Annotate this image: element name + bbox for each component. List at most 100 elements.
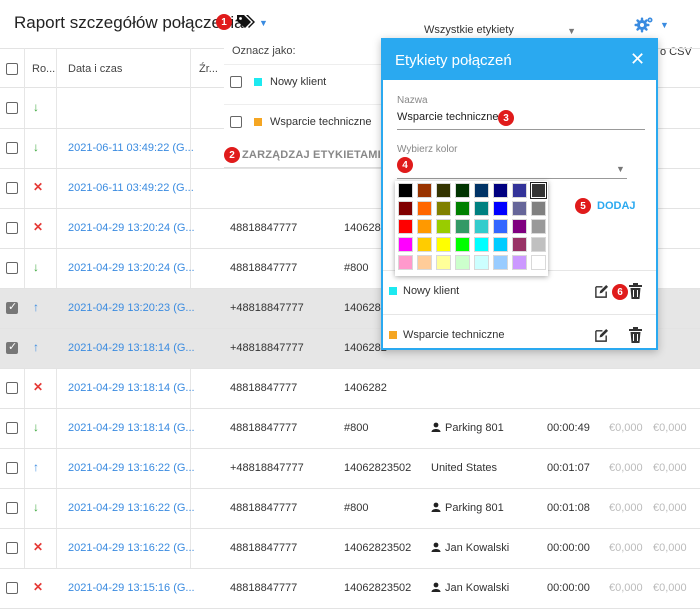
color-swatch-option[interactable] — [436, 237, 451, 252]
color-swatch-option[interactable] — [436, 219, 451, 234]
color-swatch-option[interactable] — [512, 219, 527, 234]
color-swatch-option[interactable] — [474, 255, 489, 270]
row-checkbox[interactable] — [6, 262, 18, 274]
row-datetime[interactable]: 2021-04-29 13:18:14 (G... — [68, 382, 195, 394]
table-row[interactable]: ↑ 2021-04-29 13:16:22 (G... +48818847777 14… — [0, 449, 700, 489]
color-swatch-option[interactable] — [531, 255, 546, 270]
manage-tags-button[interactable]: ZARZĄDZAJ ETYKIETAMI — [242, 149, 381, 161]
color-swatch-option[interactable] — [436, 183, 451, 198]
tag-option-tech-support[interactable]: Wsparcie techniczne — [224, 104, 384, 138]
color-swatch-option[interactable] — [512, 237, 527, 252]
color-swatch-option[interactable] — [455, 255, 470, 270]
row-datetime[interactable]: 2021-04-29 13:20:24 (G... — [68, 262, 195, 274]
color-swatch-option[interactable] — [493, 255, 508, 270]
column-header-direction[interactable]: Ro... — [32, 63, 56, 75]
color-swatch-option[interactable] — [530, 182, 547, 199]
table-row[interactable]: ✕ 2021-04-29 13:18:14 (G... 48818847777 140… — [0, 369, 700, 409]
tag-color-swatch — [389, 331, 397, 339]
color-swatch-option[interactable] — [398, 183, 413, 198]
tag-option-checkbox[interactable] — [230, 116, 242, 128]
tag-name-input[interactable]: Wsparcie techniczne — [397, 111, 499, 123]
table-row[interactable]: ↓ 2021-04-29 13:16:22 (G... 48818847777 #80… — [0, 489, 700, 529]
color-swatch-option[interactable] — [474, 219, 489, 234]
color-swatch-option[interactable] — [417, 219, 432, 234]
row-checkbox[interactable] — [6, 542, 18, 554]
color-swatch-option[interactable] — [493, 183, 508, 198]
color-swatch-option[interactable] — [455, 183, 470, 198]
color-swatch-option[interactable] — [474, 237, 489, 252]
row-checkbox[interactable] — [6, 422, 18, 434]
color-swatch-option[interactable] — [474, 183, 489, 198]
color-swatch-option[interactable] — [493, 219, 508, 234]
row-datetime[interactable]: 2021-04-29 13:15:16 (G... — [68, 582, 195, 594]
column-header-source[interactable]: Źr... — [199, 63, 218, 75]
edit-icon[interactable] — [594, 284, 609, 299]
table-row[interactable]: ✕ 2021-04-29 13:15:16 (G... 48818847777 140… — [0, 569, 700, 609]
color-swatch-option[interactable] — [455, 219, 470, 234]
color-swatch-option[interactable] — [417, 255, 432, 270]
row-checkbox[interactable] — [6, 300, 18, 314]
color-swatch-option[interactable] — [455, 237, 470, 252]
row-checkbox[interactable] — [6, 340, 18, 354]
settings-chevron-icon[interactable]: ▼ — [660, 20, 669, 30]
color-swatch-option[interactable] — [455, 201, 470, 216]
color-swatch-option[interactable] — [436, 201, 451, 216]
tags-icon[interactable] — [236, 14, 256, 30]
row-datetime[interactable]: 2021-04-29 13:20:24 (G... — [68, 222, 195, 234]
row-checkbox[interactable] — [6, 502, 18, 514]
row-checkbox[interactable] — [6, 462, 18, 474]
row-checkbox[interactable] — [6, 142, 18, 154]
row-checkbox[interactable] — [6, 222, 18, 234]
color-swatch-option[interactable] — [474, 201, 489, 216]
table-row[interactable]: ✕ 2021-06-11 03:49:22 (G... — [0, 169, 700, 209]
trash-icon[interactable] — [629, 327, 642, 343]
row-datetime[interactable]: 2021-04-29 13:16:22 (G... — [68, 502, 195, 514]
color-swatch-option[interactable] — [531, 219, 546, 234]
table-row[interactable]: ↓ 2021-04-29 13:20:24 (G... 48818847777 #80… — [0, 249, 700, 289]
row-datetime[interactable]: 2021-04-29 13:18:14 (G... — [68, 342, 195, 354]
color-swatch-option[interactable] — [436, 255, 451, 270]
row-datetime[interactable]: 2021-06-11 03:49:22 (G... — [68, 182, 194, 194]
export-csv-link[interactable]: o CSV — [660, 46, 692, 58]
color-swatch-option[interactable] — [493, 237, 508, 252]
tags-dropdown-chevron-icon[interactable]: ▼ — [259, 18, 268, 28]
color-swatch-option[interactable] — [417, 237, 432, 252]
color-swatch-option[interactable] — [417, 183, 432, 198]
table-row[interactable]: ✕ 2021-04-29 13:16:22 (G... 48818847777 140… — [0, 529, 700, 569]
color-swatch-option[interactable] — [531, 237, 546, 252]
row-checkbox[interactable] — [6, 582, 18, 594]
color-swatch-option[interactable] — [512, 255, 527, 270]
color-swatch-option[interactable] — [398, 201, 413, 216]
table-row[interactable]: ↓ 2021-06-11 03:49:22 (G... — [0, 129, 700, 169]
color-select-chevron-icon[interactable]: ▼ — [616, 164, 625, 174]
table-row[interactable]: ✕ 2021-04-29 13:20:24 (G... 48818847777 140… — [0, 209, 700, 249]
gear-icon[interactable] — [634, 14, 656, 36]
tag-list-item-label: Nowy klient — [403, 285, 460, 297]
trash-icon[interactable] — [629, 283, 642, 299]
color-swatch-option[interactable] — [493, 201, 508, 216]
color-swatch-option[interactable] — [512, 183, 527, 198]
row-datetime[interactable]: 2021-04-29 13:20:23 (G... — [68, 302, 195, 314]
column-header-datetime[interactable]: Data i czas — [68, 63, 123, 75]
tag-option-checkbox[interactable] — [230, 76, 242, 88]
select-all-checkbox[interactable] — [6, 63, 18, 75]
row-datetime[interactable]: 2021-04-29 13:16:22 (G... — [68, 542, 195, 554]
color-swatch-option[interactable] — [531, 201, 546, 216]
table-row[interactable]: ↓ 2021-04-29 13:18:14 (G... 48818847777 #80… — [0, 409, 700, 449]
add-tag-button[interactable]: DODAJ — [597, 200, 636, 212]
color-swatch-option[interactable] — [398, 237, 413, 252]
row-checkbox[interactable] — [6, 382, 18, 394]
tag-option-new-client[interactable]: Nowy klient — [224, 64, 384, 98]
row-datetime[interactable]: 2021-04-29 13:16:22 (G... — [68, 462, 195, 474]
row-datetime[interactable]: 2021-06-11 03:49:22 (G... — [68, 142, 194, 154]
row-checkbox[interactable] — [6, 102, 18, 114]
row-datetime[interactable]: 2021-04-29 13:18:14 (G... — [68, 422, 195, 434]
color-swatch-option[interactable] — [398, 255, 413, 270]
edit-icon[interactable] — [594, 328, 609, 343]
close-icon[interactable]: ✕ — [630, 49, 646, 69]
color-swatch-option[interactable] — [417, 201, 432, 216]
color-swatch-option[interactable] — [398, 219, 413, 234]
tag-filter-select[interactable]: Wszystkie etykiety ▼ — [424, 24, 576, 42]
row-checkbox[interactable] — [6, 182, 18, 194]
color-swatch-option[interactable] — [512, 201, 527, 216]
